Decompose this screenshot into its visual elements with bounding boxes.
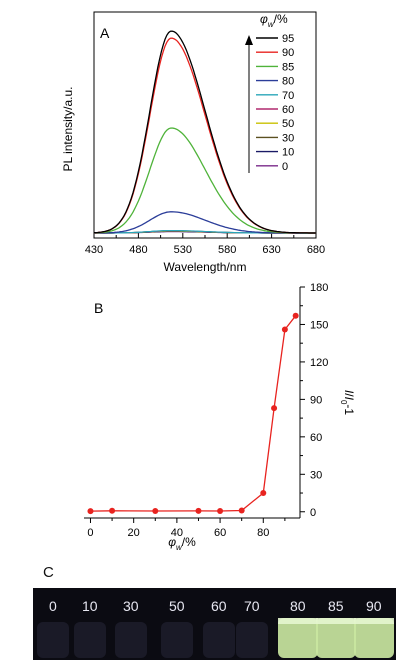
spectrum-95 — [93, 30, 316, 234]
vial-label: 0 — [49, 598, 57, 614]
data-point — [195, 507, 202, 514]
data-point — [87, 508, 94, 515]
x-tick-label: 680 — [307, 244, 325, 256]
data-point — [260, 490, 267, 497]
vial-glow — [278, 618, 318, 658]
vial-photo: 0 10 30 50 60 70 80 85 90 — [33, 588, 396, 660]
vial-glow — [316, 618, 356, 658]
vial-meniscus — [354, 618, 394, 624]
x-tick-label: 80 — [257, 527, 269, 539]
y-tick-label: 90 — [310, 394, 322, 406]
x-tick-label: 480 — [129, 244, 147, 256]
x-tick-label: 0 — [87, 527, 93, 539]
x-tick-label: 20 — [128, 527, 140, 539]
vial-body — [115, 622, 147, 658]
legend-label-95: 95 — [282, 33, 294, 45]
x-tick-label: 580 — [218, 244, 236, 256]
y-tick-label: 120 — [310, 357, 328, 369]
x-tick-label: 430 — [85, 244, 103, 256]
y-tick-label: 180 — [310, 282, 328, 294]
vial-glow — [354, 618, 394, 658]
vial-label: 70 — [244, 598, 260, 614]
vial-label: 85 — [328, 598, 344, 614]
legend-label-90: 90 — [282, 47, 294, 59]
panel-b-chart: 0 20 40 60 80 0 30 60 90 120 150 180 Bφw/% I/I0-1 — [84, 282, 356, 552]
data-point — [271, 405, 278, 412]
panel-label: A — [100, 25, 110, 41]
legend-arrow-head — [245, 35, 253, 45]
x-tick-label: 60 — [214, 527, 226, 539]
vial-photo-graphic — [37, 618, 394, 658]
data-point — [152, 508, 159, 515]
legend-label-60: 60 — [282, 104, 294, 116]
vial-body — [203, 622, 235, 658]
vial-label: 90 — [366, 598, 382, 614]
vial-body — [161, 622, 193, 658]
vial-label: 50 — [169, 598, 185, 614]
x-tick-label: 530 — [174, 244, 192, 256]
panel-label: B — [94, 300, 103, 316]
y-tick-label: 0 — [310, 507, 316, 519]
legend-label-70: 70 — [282, 90, 294, 102]
data-point — [217, 508, 224, 515]
data-point — [292, 312, 299, 319]
vial-label: 10 — [82, 598, 98, 614]
legend-label-50: 50 — [282, 118, 294, 130]
x-axis-label: φw/% — [168, 535, 196, 552]
data-point — [109, 507, 116, 514]
vial-body — [37, 622, 69, 658]
vial-body — [236, 622, 268, 658]
y-axis-label: PL intensity/a.u. — [61, 87, 75, 172]
data-line — [90, 315, 297, 512]
data-point — [238, 507, 245, 514]
panel-a-chart: 430 480 530 580 630 680 Wavelength/nm PL intens… — [61, 11, 325, 274]
legend-label-85: 85 — [282, 61, 294, 73]
legend-label-0: 0 — [282, 161, 288, 173]
vial-label: 60 — [211, 598, 227, 614]
x-axis-label: Wavelength/nm — [164, 260, 247, 274]
vial-label: 30 — [123, 598, 139, 614]
y-tick-label: 30 — [310, 469, 322, 481]
y-axis-label: I/I0-1 — [339, 390, 356, 415]
data-point — [281, 326, 288, 333]
legend-title: φw/% — [260, 12, 288, 29]
legend-label-10: 10 — [282, 147, 294, 159]
vial-label: 80 — [290, 598, 306, 614]
y-tick-label: 150 — [310, 319, 328, 331]
legend-label-30: 30 — [282, 132, 294, 144]
panel-c-label: C — [43, 564, 54, 581]
spectrum-80 — [94, 211, 316, 234]
vial-meniscus — [316, 618, 356, 624]
vial-body — [74, 622, 106, 658]
x-tick-label: 40 — [171, 527, 183, 539]
legend-label-80: 80 — [282, 76, 294, 88]
x-tick-label: 630 — [262, 244, 280, 256]
y-tick-label: 60 — [310, 432, 322, 444]
vial-meniscus — [278, 618, 318, 624]
